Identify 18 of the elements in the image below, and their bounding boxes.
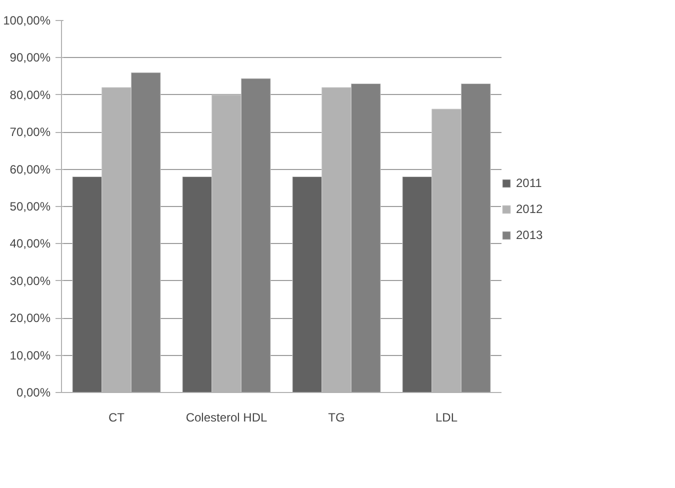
y-tick-label: 60,00% (10, 162, 51, 176)
y-tick-label: 20,00% (10, 311, 51, 326)
legend-label: 2011 (516, 176, 542, 190)
x-tick-label: LDL (435, 410, 458, 424)
y-tick-label: 50,00% (10, 200, 51, 214)
y-tick-label: 70,00% (10, 125, 51, 140)
x-tick-label: Colesterol HDL (186, 410, 268, 424)
x-tick-label: CT (108, 410, 126, 424)
y-tick-label: 10,00% (10, 348, 51, 362)
y-tick-label: 30,00% (10, 274, 51, 288)
x-tick-label: TG (328, 410, 345, 424)
y-tick-label: 80,00% (10, 88, 51, 102)
y-tick-label: 0,00% (16, 386, 51, 400)
legend-label: 2013 (516, 228, 543, 242)
y-tick-label: 100,00% (3, 14, 51, 28)
y-tick-label: 40,00% (10, 236, 51, 251)
legend-label: 2012 (516, 202, 543, 216)
y-tick-label: 90,00% (10, 50, 51, 65)
